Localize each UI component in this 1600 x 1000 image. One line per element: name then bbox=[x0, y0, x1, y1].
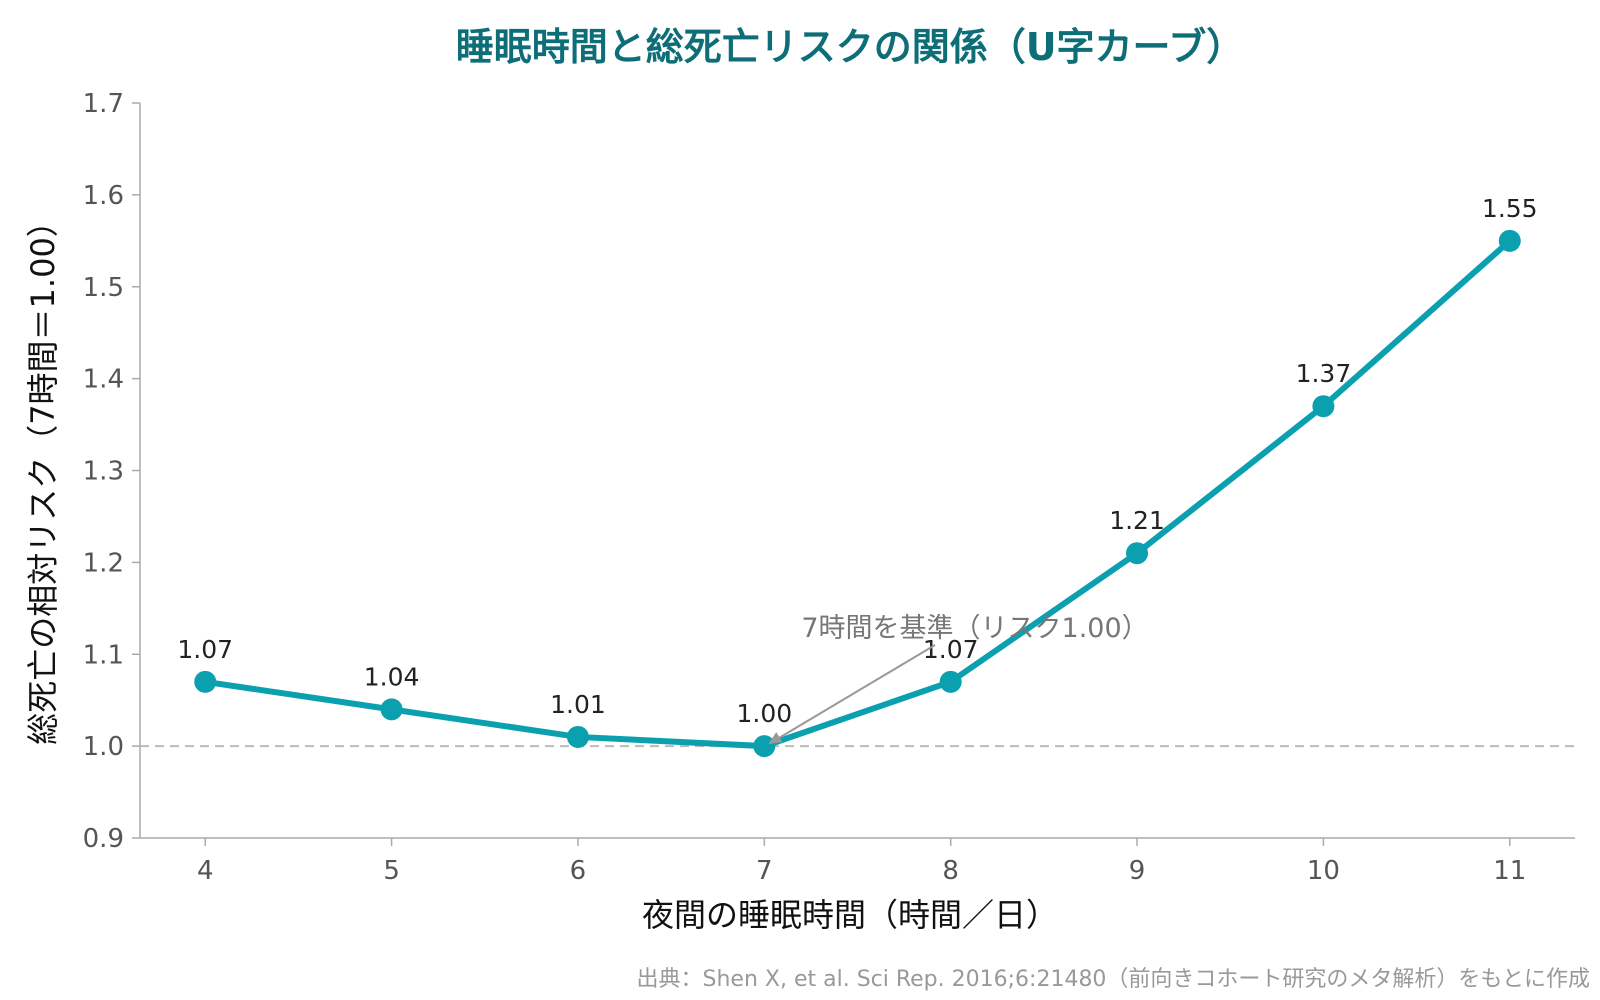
data-label: 1.07 bbox=[923, 635, 979, 664]
source-note: 出典：Shen X, et al. Sci Rep. 2016;6:21480（… bbox=[637, 967, 1590, 992]
x-tick-label: 8 bbox=[942, 856, 959, 886]
data-point bbox=[753, 735, 776, 758]
data-point bbox=[194, 670, 217, 693]
y-tick-label: 1.1 bbox=[83, 640, 124, 670]
data-point bbox=[1498, 229, 1521, 252]
y-tick-label: 0.9 bbox=[83, 824, 124, 854]
data-label: 1.55 bbox=[1482, 194, 1538, 223]
data-point bbox=[939, 670, 962, 693]
x-tick-label: 10 bbox=[1307, 856, 1340, 886]
x-tick-label: 7 bbox=[756, 856, 773, 886]
y-tick-label: 1.5 bbox=[83, 273, 124, 303]
y-tick-label: 1.3 bbox=[83, 457, 124, 487]
x-tick-label: 9 bbox=[1129, 856, 1146, 886]
annotation-group: 7時間を基準（リスク1.00） bbox=[768, 613, 1149, 745]
series-group: 1.07 1.04 1.01 1.00 1.07 1.21 1.37 1.55 bbox=[177, 194, 1538, 758]
annotation-arrowhead bbox=[768, 732, 783, 745]
x-tick-label: 6 bbox=[570, 856, 587, 886]
y-tick-label: 1.6 bbox=[83, 181, 124, 211]
annotation-arrow bbox=[769, 644, 936, 744]
y-tick-label: 1.7 bbox=[83, 89, 124, 119]
data-label: 1.21 bbox=[1109, 506, 1165, 535]
axes: 0.9 1.0 1.1 1.2 1.3 1.4 1.5 1.6 1.7 4 5 6 7 8 9 10 11 bbox=[83, 89, 1575, 886]
data-label: 1.04 bbox=[364, 662, 420, 691]
y-axis-label: 総死亡の相対リスク（7時間＝1.00） bbox=[24, 205, 62, 745]
data-point bbox=[380, 698, 403, 721]
data-point bbox=[566, 725, 589, 748]
x-axis-label: 夜間の睡眠時間（時間／日） bbox=[642, 896, 1058, 934]
data-label: 1.37 bbox=[1296, 359, 1352, 388]
y-tick-label: 1.0 bbox=[83, 732, 124, 762]
y-tick-label: 1.2 bbox=[83, 548, 124, 578]
annotation-text: 7時間を基準（リスク1.00） bbox=[801, 613, 1148, 644]
x-tick-label: 4 bbox=[197, 856, 214, 886]
series-line bbox=[202, 237, 1513, 750]
x-tick-label: 11 bbox=[1493, 856, 1526, 886]
data-label: 1.01 bbox=[550, 690, 606, 719]
data-label: 1.00 bbox=[736, 699, 792, 728]
y-tick-label: 1.4 bbox=[83, 365, 124, 395]
data-point bbox=[1312, 395, 1335, 418]
chart-title: 睡眠時間と総死亡リスクの関係（U字カーブ） bbox=[456, 25, 1245, 69]
data-label: 1.07 bbox=[177, 635, 233, 664]
x-tick-label: 5 bbox=[383, 856, 400, 886]
data-point bbox=[1126, 542, 1149, 565]
